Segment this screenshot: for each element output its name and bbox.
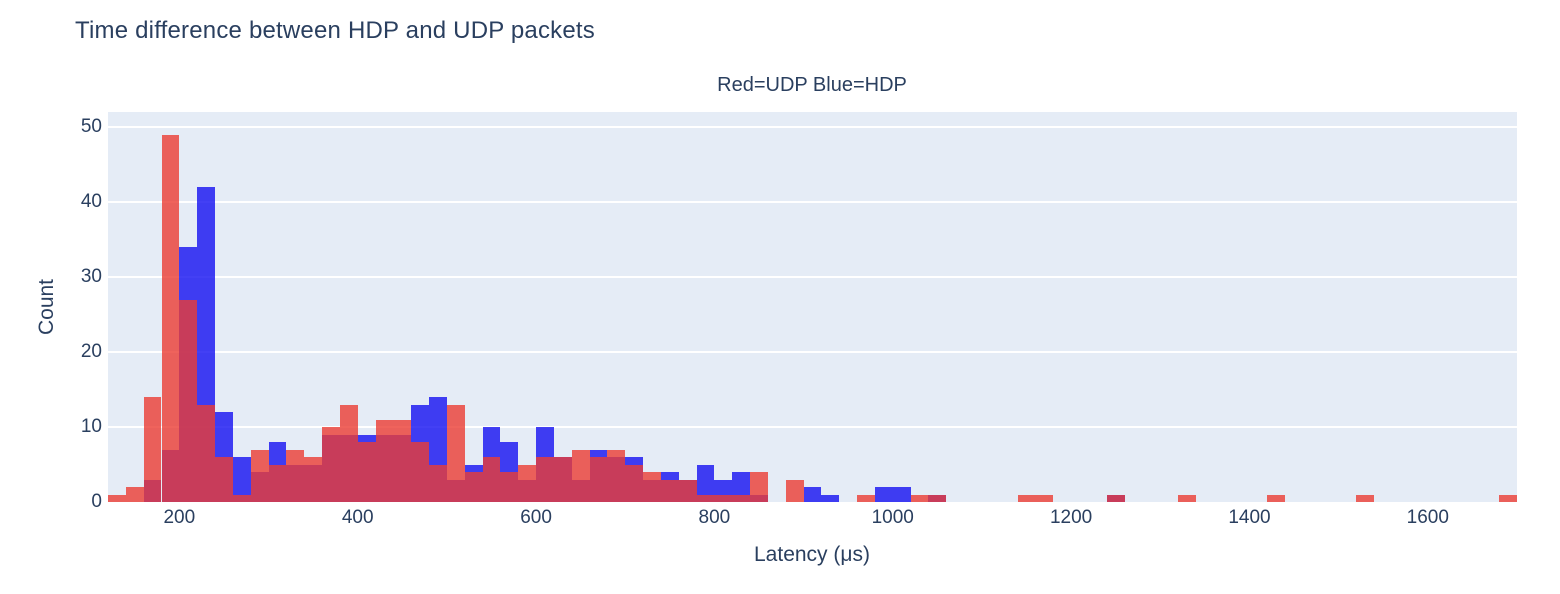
chart-title: Time difference between HDP and UDP pack… xyxy=(75,17,595,44)
histogram-bar-udp[interactable] xyxy=(660,479,679,502)
histogram-bar-udp[interactable] xyxy=(375,419,394,502)
y-tick-label: 50 xyxy=(80,116,102,137)
histogram-bar-udp[interactable] xyxy=(1356,494,1375,502)
y-tick-label: 20 xyxy=(80,341,102,362)
histogram-bar-udp[interactable] xyxy=(179,299,198,502)
histogram-bar-udp[interactable] xyxy=(571,449,590,502)
histogram-bar-hdp[interactable] xyxy=(892,487,911,502)
histogram-bar-udp[interactable] xyxy=(143,397,162,502)
histogram-bar-hdp[interactable] xyxy=(232,457,251,502)
histogram-bar-udp[interactable] xyxy=(678,479,697,502)
histogram-bar-udp[interactable] xyxy=(1106,494,1125,502)
histogram-bar-udp[interactable] xyxy=(286,449,305,502)
histogram-bar-udp[interactable] xyxy=(643,472,661,502)
histogram-bar-udp[interactable] xyxy=(750,472,768,502)
x-tick-label: 1400 xyxy=(1228,507,1271,528)
histogram-bar-udp[interactable] xyxy=(161,134,180,502)
y-axis-title: Count xyxy=(35,278,58,336)
histogram-bar-udp[interactable] xyxy=(357,442,376,502)
y-tick-label: 30 xyxy=(80,266,102,287)
histogram-bar-udp[interactable] xyxy=(1035,494,1054,502)
gridline-y-10 xyxy=(108,426,1517,428)
histogram-bar-udp[interactable] xyxy=(1017,494,1036,502)
histogram-bar-udp[interactable] xyxy=(928,494,947,502)
histogram-bar-udp[interactable] xyxy=(125,487,144,502)
x-tick-label: 1000 xyxy=(871,507,914,528)
histogram-bar-udp[interactable] xyxy=(108,494,126,502)
histogram-bar-udp[interactable] xyxy=(589,457,608,502)
histogram-bar-udp[interactable] xyxy=(464,472,483,502)
x-tick-label: 400 xyxy=(341,507,374,528)
x-axis-title: Latency (μs) xyxy=(754,543,870,566)
histogram-bar-hdp[interactable] xyxy=(821,494,840,502)
gridline-y-50 xyxy=(108,126,1517,128)
y-tick-label: 0 xyxy=(91,491,102,512)
gridline-y-20 xyxy=(108,351,1517,353)
histogram-bar-udp[interactable] xyxy=(732,494,751,502)
histogram-bar-udp[interactable] xyxy=(197,404,215,502)
histogram-bar-hdp[interactable] xyxy=(803,487,822,502)
x-tick-label: 1200 xyxy=(1049,507,1093,528)
histogram-bar-udp[interactable] xyxy=(910,494,929,502)
histogram-bar-udp[interactable] xyxy=(1267,494,1286,502)
histogram-bar-udp[interactable] xyxy=(268,464,287,502)
histogram-bar-udp[interactable] xyxy=(446,404,465,502)
x-tick-label: 1600 xyxy=(1406,507,1449,528)
plot-area[interactable] xyxy=(108,112,1517,502)
histogram-bar-udp[interactable] xyxy=(625,464,644,502)
y-tick-label: 40 xyxy=(80,191,102,212)
gridline-y-40 xyxy=(108,201,1517,203)
chart-subtitle: Red=UDP Blue=HDP xyxy=(717,74,907,96)
gridline-y-30 xyxy=(108,276,1517,278)
histogram-bar-udp[interactable] xyxy=(250,449,269,502)
histogram-bar-udp[interactable] xyxy=(785,479,804,502)
x-tick-label: 800 xyxy=(698,507,731,528)
histogram-bar-udp[interactable] xyxy=(215,457,233,502)
histogram-bar-udp[interactable] xyxy=(429,464,447,502)
histogram-bar-udp[interactable] xyxy=(304,457,323,502)
histogram-bar-udp[interactable] xyxy=(518,464,537,502)
histogram-bar-udp[interactable] xyxy=(339,404,358,502)
histogram-bar-udp[interactable] xyxy=(411,442,430,502)
histogram-bar-udp[interactable] xyxy=(607,449,626,502)
histogram-bar-hdp[interactable] xyxy=(874,487,893,502)
histogram-bar-udp[interactable] xyxy=(500,472,519,502)
histogram-bar-udp[interactable] xyxy=(1178,494,1196,502)
histogram-bar-udp[interactable] xyxy=(696,494,715,502)
histogram-bar-udp[interactable] xyxy=(322,427,340,502)
histogram-bar-udp[interactable] xyxy=(393,419,412,502)
histogram-bar-udp[interactable] xyxy=(553,457,572,502)
histogram-bar-udp[interactable] xyxy=(714,494,733,502)
histogram-bar-udp[interactable] xyxy=(857,494,875,502)
histogram-bar-udp[interactable] xyxy=(536,457,554,502)
x-tick-label: 200 xyxy=(163,507,196,528)
histogram-bar-hdp[interactable] xyxy=(696,464,715,502)
histogram-bar-udp[interactable] xyxy=(1499,494,1517,502)
x-tick-label: 600 xyxy=(520,507,552,528)
histogram-bar-udp[interactable] xyxy=(482,457,501,502)
y-tick-label: 10 xyxy=(80,416,102,437)
histogram-bar-udp[interactable] xyxy=(232,494,251,502)
